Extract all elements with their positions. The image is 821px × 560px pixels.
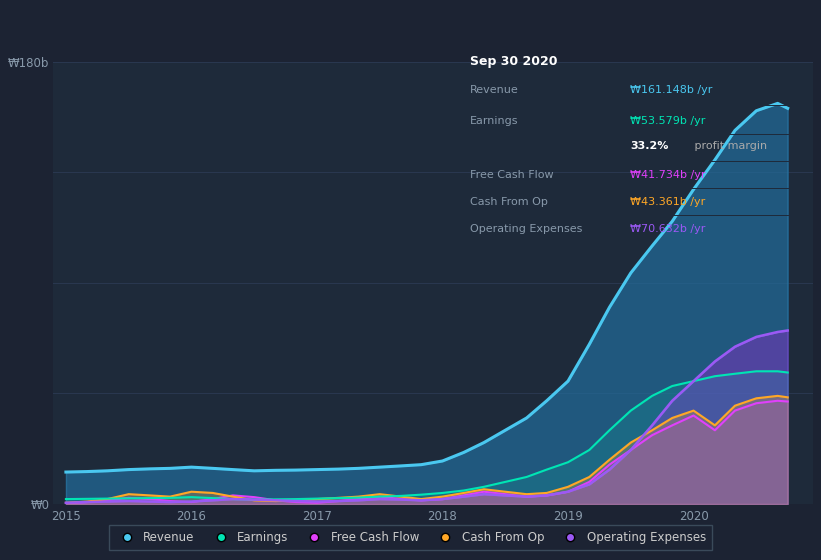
Text: Cash From Op: Cash From Op xyxy=(470,197,548,207)
Text: Earnings: Earnings xyxy=(470,116,518,127)
Text: ₩161.148b /yr: ₩161.148b /yr xyxy=(631,85,713,95)
Legend: Revenue, Earnings, Free Cash Flow, Cash From Op, Operating Expenses: Revenue, Earnings, Free Cash Flow, Cash … xyxy=(109,525,712,550)
Text: Sep 30 2020: Sep 30 2020 xyxy=(470,55,557,68)
Text: Free Cash Flow: Free Cash Flow xyxy=(470,170,553,180)
Text: Revenue: Revenue xyxy=(470,85,518,95)
Text: Operating Expenses: Operating Expenses xyxy=(470,224,582,234)
Text: ₩70.632b /yr: ₩70.632b /yr xyxy=(631,224,705,234)
Text: ₩41.734b /yr: ₩41.734b /yr xyxy=(631,170,705,180)
Text: ₩53.579b /yr: ₩53.579b /yr xyxy=(631,116,705,127)
Text: 33.2%: 33.2% xyxy=(631,141,668,151)
Text: profit margin: profit margin xyxy=(691,141,768,151)
Text: ₩43.361b /yr: ₩43.361b /yr xyxy=(631,197,705,207)
